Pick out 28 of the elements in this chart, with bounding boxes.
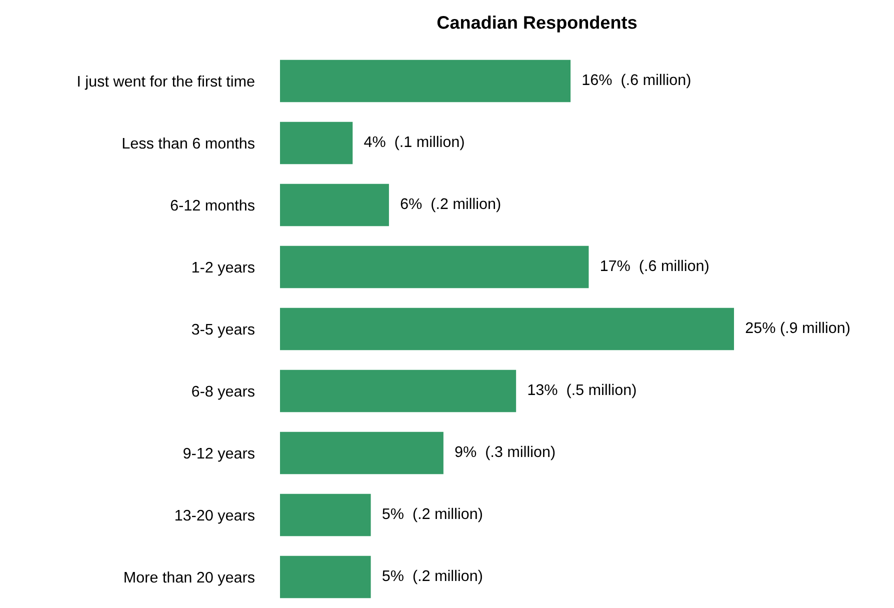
y-tick-label: 1-2 years — [192, 262, 254, 276]
bar — [280, 60, 571, 102]
y-tick-label: 9-12 years — [184, 448, 254, 462]
y-tick-label: I just went for the first time — [78, 75, 254, 90]
bar — [280, 246, 589, 288]
y-tick-label: Less than 6 months — [122, 137, 254, 149]
bar — [280, 556, 371, 598]
data-label: 5% (.2 million) — [382, 570, 482, 584]
bar — [280, 308, 734, 350]
data-label: 25% (.9 million) — [746, 322, 850, 336]
data-label: 6% (.2 million) — [400, 198, 500, 212]
y-tick-label: 13-20 years — [175, 510, 254, 524]
data-label: 17% (.6 million) — [600, 260, 708, 274]
data-label: 9% (.3 million) — [455, 446, 555, 460]
data-label: 16% (.6 million) — [582, 74, 690, 88]
bar — [280, 370, 516, 412]
bar — [280, 184, 389, 226]
bar — [280, 494, 371, 536]
y-tick-label: More than 20 years — [124, 571, 254, 586]
bar — [280, 432, 444, 474]
y-tick-label: 6-12 months — [170, 199, 254, 211]
chart-title: Canadian Respondents — [437, 16, 637, 32]
bar — [280, 122, 353, 164]
y-tick-label: 3-5 years — [192, 324, 254, 338]
y-tick-label: 6-8 years — [192, 386, 254, 400]
data-label: 4% (.1 million) — [364, 136, 464, 150]
data-label: 13% (.5 million) — [528, 384, 636, 398]
data-label: 5% (.2 million) — [382, 508, 482, 522]
